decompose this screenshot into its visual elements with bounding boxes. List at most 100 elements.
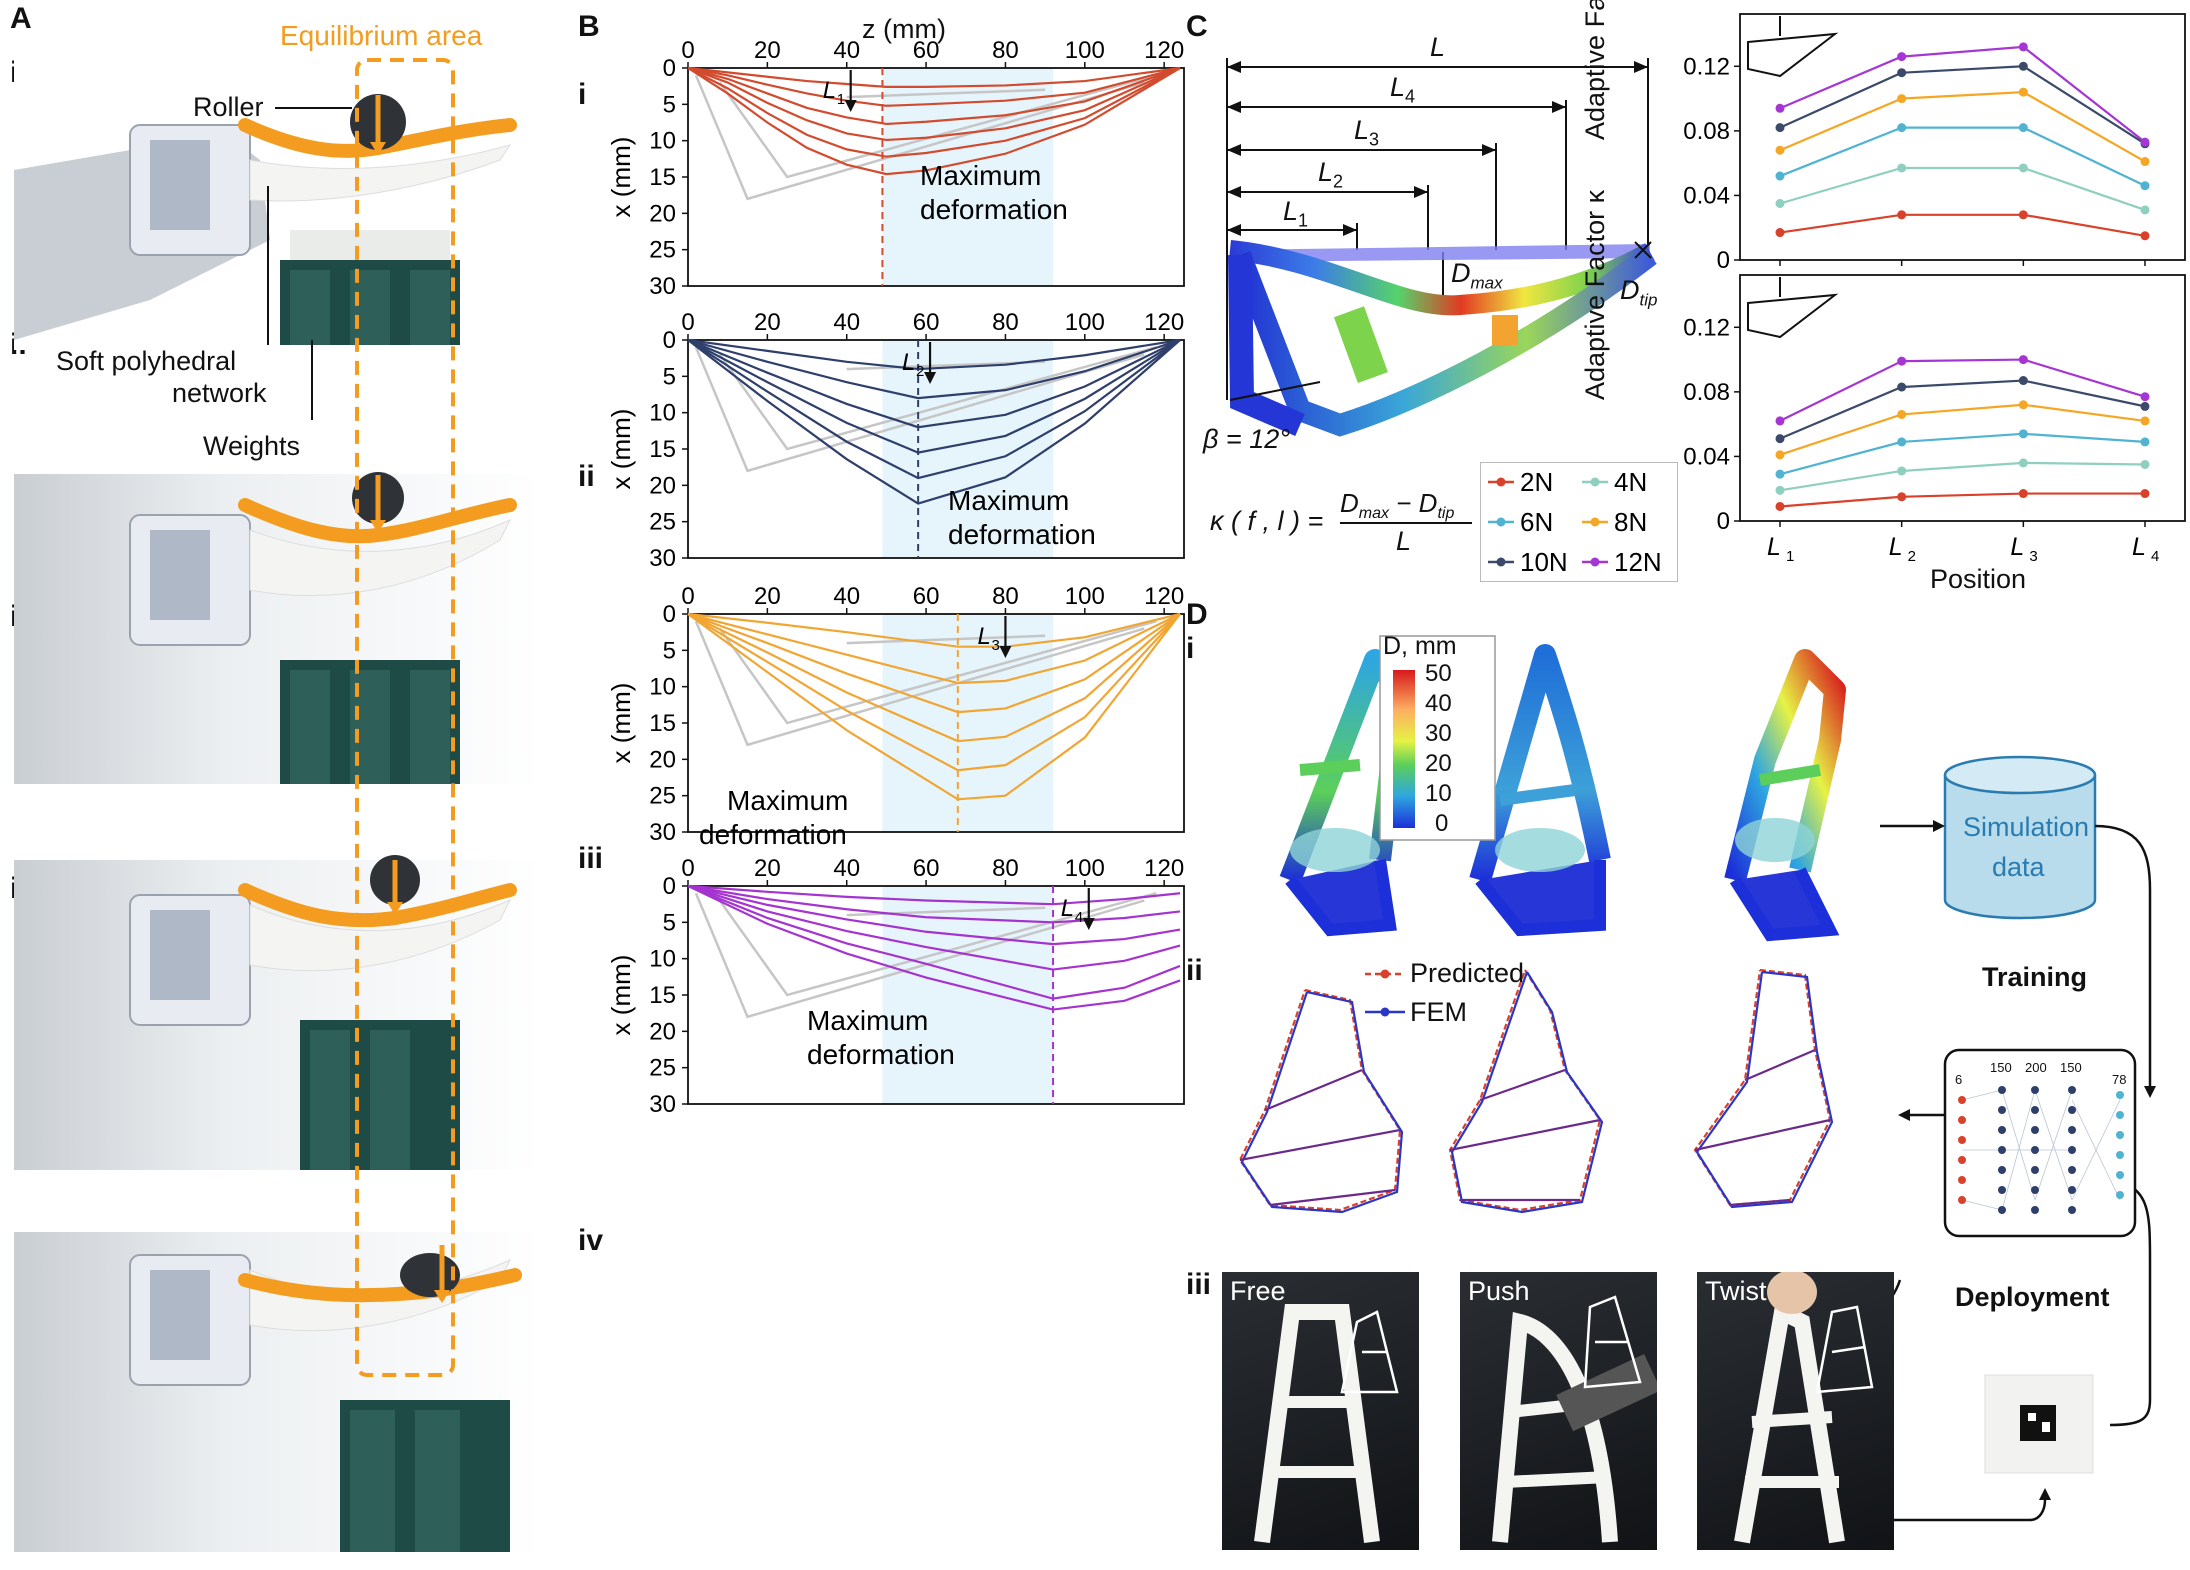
x-tick-label: 0 <box>681 583 694 610</box>
kappa-series-line <box>1779 461 2146 492</box>
row-d-ii: ii <box>1186 954 1203 987</box>
legend-fem: FEM <box>1410 997 1467 1027</box>
kappa-point <box>1897 123 1907 133</box>
training-label: Training <box>1982 962 2088 992</box>
deformation-curve <box>687 885 1181 1011</box>
deployment-label: Deployment <box>1955 1282 2110 1312</box>
x-tick-label: 100 <box>1065 37 1105 64</box>
kappa-point <box>1897 52 1907 62</box>
x-tick-label: L <box>1767 533 1781 561</box>
kappa-series-line <box>1779 492 2145 508</box>
c-chart-1: 0 0.04 0.08 0.12 <box>1683 13 2186 274</box>
deformation-curve <box>687 66 1181 126</box>
legend-marker <box>1496 517 1506 527</box>
kappa-point <box>1897 94 1907 104</box>
robot-arm-ii <box>129 472 517 784</box>
y-tick-label: 0 <box>663 873 676 900</box>
kappa-point <box>2018 42 2028 52</box>
kappa-point <box>2018 376 2028 386</box>
x-tick-label: 40 <box>833 309 860 336</box>
kappa-point <box>1775 171 1785 181</box>
row-d-iii: iii <box>1186 1268 1212 1301</box>
kappa-point <box>1775 199 1785 208</box>
y-tick-label: 0 <box>663 55 676 82</box>
x-tick-label: 20 <box>754 309 781 336</box>
panel-letter-d: D <box>1186 598 1208 631</box>
x-tick-sub: 3 <box>2029 548 2037 565</box>
x-tick-sub: 2 <box>1908 548 1916 565</box>
deformation-curve <box>687 884 1181 906</box>
nn-layer-6: 6 <box>1955 1072 1963 1087</box>
kappa-point <box>2018 429 2028 439</box>
y-tick-label: 30 <box>649 273 676 300</box>
y-tick-label: 10 <box>649 674 676 701</box>
simulation-data-line2: data <box>1992 852 2045 882</box>
y-tick-label: 0 <box>663 601 676 628</box>
c-label-L4: L4 <box>1390 72 1416 107</box>
panel-a-drawing <box>14 58 522 1552</box>
row-b-iii: iii <box>578 842 604 875</box>
kappa-point <box>2018 123 2028 133</box>
x-tick-label: 80 <box>992 37 1019 64</box>
c-force-legend <box>1480 462 1678 582</box>
y-tick-label: 5 <box>663 637 676 664</box>
kappa-series-line <box>1779 45 2146 144</box>
y-tick-label: 20 <box>649 472 676 499</box>
load-arrow-head <box>844 100 857 112</box>
equilibrium-shade <box>882 886 1054 1104</box>
x-tick-label: 40 <box>833 583 860 610</box>
x-tick-label: 120 <box>1144 855 1184 882</box>
x-tick-label: 60 <box>913 37 940 64</box>
undeformed-outline <box>694 620 1157 747</box>
y-tick-label: 15 <box>649 164 676 191</box>
x-tick-label: L <box>1889 533 1903 561</box>
deformation-curve <box>687 66 1181 142</box>
colorbar-tick: 0 <box>1435 810 1449 837</box>
kappa-point <box>2140 181 2150 191</box>
kappa-point <box>1897 382 1907 392</box>
legend-label: 12N <box>1614 547 1662 577</box>
legend-marker <box>1496 477 1506 487</box>
kappa-series-line <box>1779 403 2146 456</box>
deformation-curve <box>687 338 1181 400</box>
legend-label: 8N <box>1614 507 1647 537</box>
x-tick-label: 60 <box>913 583 940 610</box>
robot-arm-i <box>14 94 517 345</box>
x-tick-sub: 1 <box>1786 548 1794 565</box>
network-label-2: network <box>172 378 267 408</box>
deformation-curve <box>687 884 1181 924</box>
c-label-dmax: Dmax <box>1451 258 1503 293</box>
c-chart-2: 00.040.080.12L 1 L 2 L 3 L 4 <box>1683 274 2186 565</box>
deformation-curve <box>687 67 1181 176</box>
colorbar-tick: 40 <box>1425 690 1452 717</box>
row-b-iv: iv <box>578 1224 604 1257</box>
legend-marker <box>1590 517 1600 527</box>
x-tick-label: 120 <box>1144 309 1184 336</box>
photo-label-twist: Twist <box>1705 1276 1767 1306</box>
kappa-point <box>1775 145 1785 155</box>
load-arrow-head <box>999 646 1012 658</box>
max-deformation-label: Maximum <box>727 785 848 816</box>
x-tick-sub: 4 <box>2151 548 2159 565</box>
x-tick-label: 120 <box>1144 583 1184 610</box>
legend-marker <box>1496 557 1506 567</box>
nn-layer-78: 78 <box>2112 1072 2127 1087</box>
y-tick-label: 0.08 <box>1683 118 1730 145</box>
kappa-point <box>1897 466 1907 476</box>
load-position-label: L <box>902 349 915 376</box>
x-tick-label: 20 <box>754 855 781 882</box>
deformation-curve <box>687 884 1181 971</box>
y-tick-label: 10 <box>649 400 676 427</box>
kappa-point <box>2018 489 2028 499</box>
c-label-L1: L1 <box>1283 196 1309 231</box>
kappa-series-line <box>1779 379 2146 440</box>
kappa-point <box>1897 409 1907 419</box>
kappa-point <box>1897 437 1907 447</box>
legend-label: 6N <box>1520 507 1553 537</box>
kappa-formula-lhs: κ ( f , l ) = <box>1210 506 1324 536</box>
kappa-point <box>1775 469 1785 479</box>
c-label-dtip: Dtip <box>1620 275 1658 310</box>
